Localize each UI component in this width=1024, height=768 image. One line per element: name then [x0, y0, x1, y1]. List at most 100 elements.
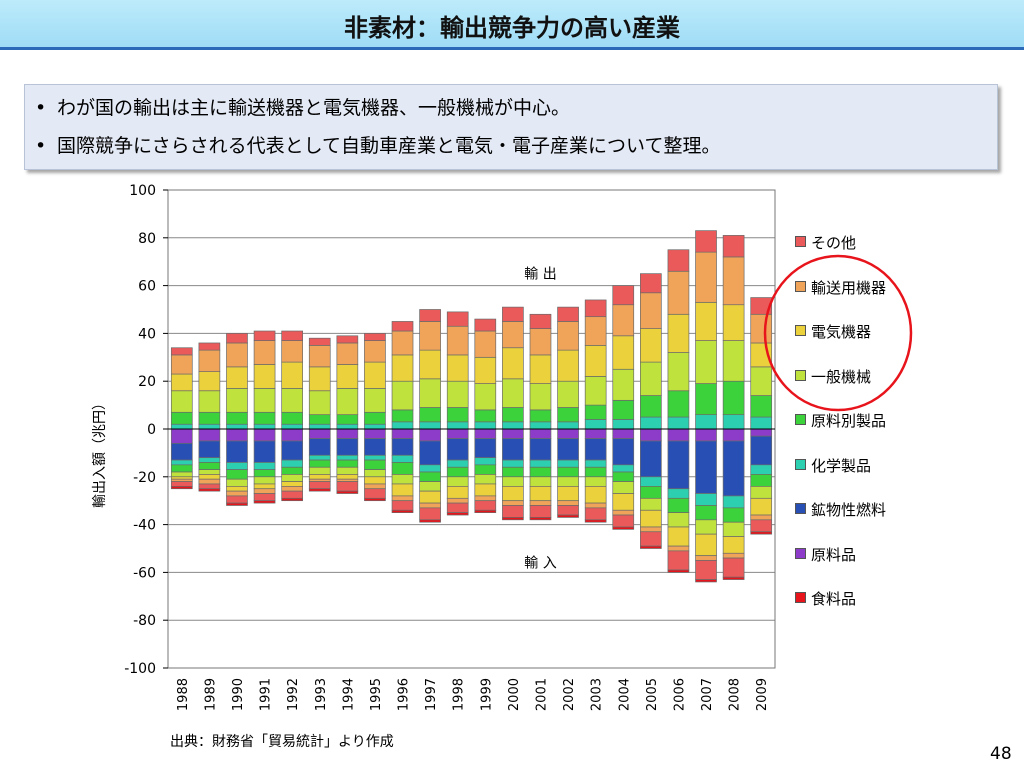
import-bar-segment	[446, 502, 469, 513]
import-bar-segment	[226, 502, 248, 506]
import-bar-segment	[750, 464, 773, 475]
import-bar-segment	[529, 459, 552, 468]
import-bar-segment	[364, 438, 386, 456]
export-bar-segment	[474, 383, 497, 411]
export-bar-segment	[226, 366, 248, 389]
export-bar-segment	[253, 423, 276, 430]
import-bar-segment	[226, 478, 248, 487]
export-bar-segment	[750, 313, 773, 344]
export-bar-segment	[391, 330, 414, 356]
export-bar-segment	[502, 321, 524, 349]
legend-item: 一般機械	[795, 366, 871, 387]
legend-label: 原料別製品	[811, 412, 887, 430]
import-bar-segment	[170, 471, 193, 478]
export-bar-segment	[446, 407, 469, 423]
export-bar-segment	[281, 340, 303, 363]
export-bar-segment	[695, 383, 717, 416]
import-bar-segment	[695, 579, 717, 583]
export-bar-segment	[253, 330, 276, 341]
legend-swatch	[795, 458, 806, 470]
import-bar-segment	[226, 495, 248, 504]
export-bar-segment	[170, 373, 193, 392]
export-bar-segment	[667, 249, 690, 272]
export-bar-segment	[198, 371, 221, 392]
import-bar-segment	[446, 512, 469, 516]
source-note: 出典：財務省「貿易統計」より作成	[170, 734, 394, 750]
import-bar-segment	[640, 428, 662, 442]
import-bar-segment	[584, 428, 607, 439]
y-axis-label: 輸出入額（兆円）	[92, 396, 108, 508]
export-bar-segment	[612, 419, 635, 430]
y-tick-label: 20	[138, 374, 156, 390]
export-bar-segment	[722, 340, 745, 382]
import-bar-segment	[640, 497, 662, 511]
export-bar-segment	[640, 292, 662, 329]
import-bar-segment	[253, 469, 276, 478]
import-bar-segment	[170, 442, 193, 461]
import-bar-segment	[198, 488, 221, 492]
import-bar-segment	[336, 474, 359, 480]
import-bar-segment	[336, 438, 359, 456]
x-tick-label: 1994	[341, 678, 356, 711]
import-bar-segment	[474, 428, 497, 439]
import-bar-segment	[419, 502, 441, 509]
import-bar-segment	[336, 428, 359, 439]
x-tick-label: 2005	[645, 678, 660, 711]
export-bar-segment	[612, 368, 635, 401]
legend-item: 原料品	[795, 544, 856, 565]
export-bar-segment	[391, 380, 414, 411]
import-bar-segment	[612, 493, 635, 511]
import-bar-segment	[667, 569, 690, 573]
import-bar-segment	[419, 464, 441, 473]
import-bar-segment	[640, 476, 662, 487]
import-bar-segment	[529, 438, 552, 461]
x-tick-label: 1988	[176, 678, 191, 711]
import-bar-segment	[253, 476, 276, 485]
export-bar-segment	[667, 313, 690, 353]
import-bar-segment	[308, 438, 331, 456]
import-bar-segment	[584, 486, 607, 504]
import-bar-segment	[253, 440, 276, 463]
legend-item: 鉱物性燃料	[795, 499, 886, 520]
import-bar-segment	[336, 459, 359, 468]
import-bar-segment	[446, 428, 469, 439]
import-bar-segment	[667, 440, 690, 490]
import-bar-segment	[198, 474, 221, 480]
import-bar-segment	[474, 457, 497, 466]
import-bar-segment	[364, 454, 386, 461]
import-bar-segment	[667, 488, 690, 499]
import-bar-segment	[198, 462, 221, 470]
import-bar-segment	[308, 428, 331, 439]
import-bar-segment	[226, 490, 248, 497]
import-bar-segment	[722, 440, 745, 497]
import-bar-segment	[281, 474, 303, 482]
import-bar-segment	[750, 497, 773, 516]
legend-swatch	[795, 547, 806, 559]
export-bar-segment	[226, 423, 248, 430]
legend-item: 輸送用機器	[795, 277, 886, 298]
legend-item: 食料品	[795, 588, 856, 609]
import-bar-segment	[391, 462, 414, 475]
import-bar-segment	[226, 486, 248, 492]
export-bar-segment	[446, 311, 469, 327]
import-bar-segment	[474, 495, 497, 502]
legend-label: 食料品	[811, 590, 857, 608]
import-bar-segment	[750, 486, 773, 499]
legend-swatch	[795, 236, 806, 247]
import-bar-segment	[253, 483, 276, 490]
export-bar-segment	[446, 354, 469, 382]
export-bar-segment	[502, 378, 524, 408]
export-bar-segment	[281, 330, 303, 341]
export-bar-segment	[391, 421, 414, 430]
export-bar-segment	[170, 354, 193, 375]
bullet-dot-icon: •	[35, 135, 47, 157]
import-bar-segment	[667, 497, 690, 513]
import-bar-segment	[170, 476, 193, 480]
import-bar-segment	[198, 440, 221, 459]
x-tick-label: 1998	[452, 678, 467, 711]
export-bar-segment	[446, 421, 469, 430]
export-bar-segment	[502, 407, 524, 423]
import-bar-segment	[336, 490, 359, 494]
export-bar-segment	[640, 361, 662, 396]
